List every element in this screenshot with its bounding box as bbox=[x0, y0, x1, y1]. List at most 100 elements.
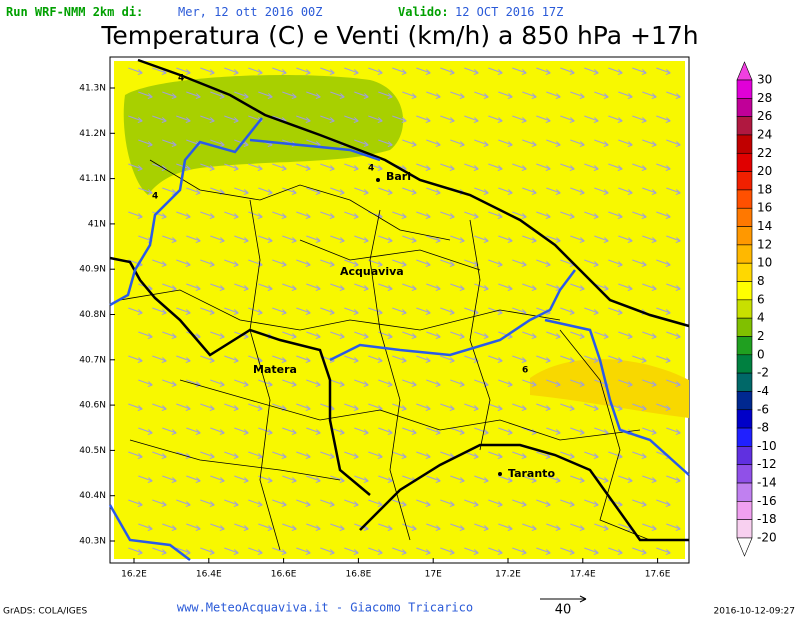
wind-arrow bbox=[440, 403, 455, 411]
wind-arrow bbox=[248, 403, 263, 411]
wind-arrow bbox=[320, 163, 335, 171]
wind-arrow bbox=[176, 67, 191, 75]
wind-arrow bbox=[354, 235, 369, 243]
wind-arrow bbox=[402, 523, 417, 531]
colorbar-bottom-triangle bbox=[736, 537, 753, 557]
wind-arrow bbox=[416, 211, 431, 219]
colorbar: 302826242220181614121086420-2-4-6-8-10-1… bbox=[736, 61, 777, 557]
wind-arrow bbox=[450, 523, 465, 531]
wind-arrow bbox=[632, 547, 647, 555]
wind-arrow bbox=[176, 355, 191, 363]
wind-arrow bbox=[416, 163, 431, 171]
run-label: Run WRF-NMM 2km di: bbox=[6, 5, 143, 19]
wind-arrow bbox=[474, 283, 489, 291]
wind-arrow bbox=[392, 451, 407, 459]
wind-arrow bbox=[330, 475, 345, 483]
wind-arrow bbox=[282, 235, 297, 243]
wind-arrow bbox=[416, 67, 431, 75]
timestamp: 2016-10-12-09:27 bbox=[714, 607, 796, 617]
colorbar-band bbox=[736, 427, 753, 447]
wind-arrow bbox=[162, 379, 177, 387]
wind-arrow bbox=[368, 307, 383, 315]
wind-arrow bbox=[474, 139, 489, 147]
wind-arrow bbox=[642, 139, 657, 147]
wind-arrow bbox=[296, 211, 311, 219]
wind-arrow bbox=[416, 259, 431, 267]
wind-arrow bbox=[560, 163, 575, 171]
wind-arrow bbox=[378, 235, 393, 243]
wind-arrow bbox=[248, 211, 263, 219]
wind-arrow bbox=[248, 259, 263, 267]
city-marker bbox=[376, 178, 380, 182]
wind-arrow bbox=[584, 307, 599, 315]
wind-arrow bbox=[666, 475, 681, 483]
wind-arrow bbox=[210, 427, 225, 435]
wind-arrow bbox=[296, 403, 311, 411]
wind-arrow bbox=[426, 187, 441, 195]
wind-arrow bbox=[632, 211, 647, 219]
wind-arrow bbox=[224, 67, 239, 75]
wind-arrow bbox=[594, 475, 609, 483]
wind-arrow bbox=[128, 451, 143, 459]
wind-arrow bbox=[560, 499, 575, 507]
wind-arrow bbox=[594, 283, 609, 291]
wind-arrow bbox=[138, 427, 153, 435]
wind-arrow bbox=[464, 403, 479, 411]
colorbar-band bbox=[736, 317, 753, 337]
wind-arrow bbox=[416, 307, 431, 315]
wind-arrow bbox=[296, 67, 311, 75]
wind-arrow bbox=[282, 91, 297, 99]
wind-arrow bbox=[128, 499, 143, 507]
wind-arrow bbox=[368, 547, 383, 555]
colorbar-label: 2 bbox=[757, 329, 765, 343]
colorbar-band bbox=[736, 152, 753, 172]
wind-arrow bbox=[176, 307, 191, 315]
wind-arrow bbox=[498, 91, 513, 99]
wind-arrow bbox=[560, 403, 575, 411]
wind-arrow bbox=[224, 499, 239, 507]
wind-arrow bbox=[488, 499, 503, 507]
city-marker bbox=[498, 472, 502, 476]
wind-arrow bbox=[642, 331, 657, 339]
wind-arrow bbox=[426, 283, 441, 291]
wind-arrow bbox=[656, 115, 671, 123]
wind-arrow bbox=[344, 259, 359, 267]
wind-arrow bbox=[234, 235, 249, 243]
wind-arrow bbox=[522, 475, 537, 483]
wind-arrow bbox=[152, 547, 167, 555]
wind-arrow bbox=[354, 139, 369, 147]
contour-label: 4 bbox=[368, 164, 374, 174]
wind-arrow bbox=[296, 115, 311, 123]
wind-arrow bbox=[224, 403, 239, 411]
wind-arrow bbox=[128, 211, 143, 219]
wind-arrow bbox=[656, 547, 671, 555]
colorbar-label: 28 bbox=[757, 91, 772, 105]
wind-arrow bbox=[128, 547, 143, 555]
colorbar-band bbox=[736, 171, 753, 191]
wind-arrow bbox=[378, 283, 393, 291]
wind-arrow bbox=[560, 67, 575, 75]
wind-arrow bbox=[450, 379, 465, 387]
wind-arrow bbox=[200, 115, 215, 123]
wind-arrow bbox=[248, 307, 263, 315]
wind-arrow bbox=[666, 283, 681, 291]
wind-arrow bbox=[536, 211, 551, 219]
wind-arrow bbox=[368, 355, 383, 363]
map-axes: 41.3N 41.2N 41.1N 41N 40.9N 40.8N 40.7N 40.6N 40… bbox=[79, 84, 671, 580]
wind-arrow bbox=[330, 283, 345, 291]
wind-arrow bbox=[282, 475, 297, 483]
wind-arrow bbox=[200, 451, 215, 459]
colorbar-label: -8 bbox=[757, 421, 769, 435]
wind-arrow bbox=[512, 211, 527, 219]
wind-arrow bbox=[656, 211, 671, 219]
wind-arrow bbox=[450, 475, 465, 483]
wind-arrow bbox=[234, 283, 249, 291]
wind-arrow bbox=[200, 67, 215, 75]
wind-arrow bbox=[464, 115, 479, 123]
wind-arrow bbox=[152, 307, 167, 315]
wind-arrow bbox=[426, 523, 441, 531]
wind-arrow bbox=[138, 91, 153, 99]
wind-arrow bbox=[618, 283, 633, 291]
wind-arrow bbox=[450, 235, 465, 243]
wind-arrow bbox=[416, 115, 431, 123]
